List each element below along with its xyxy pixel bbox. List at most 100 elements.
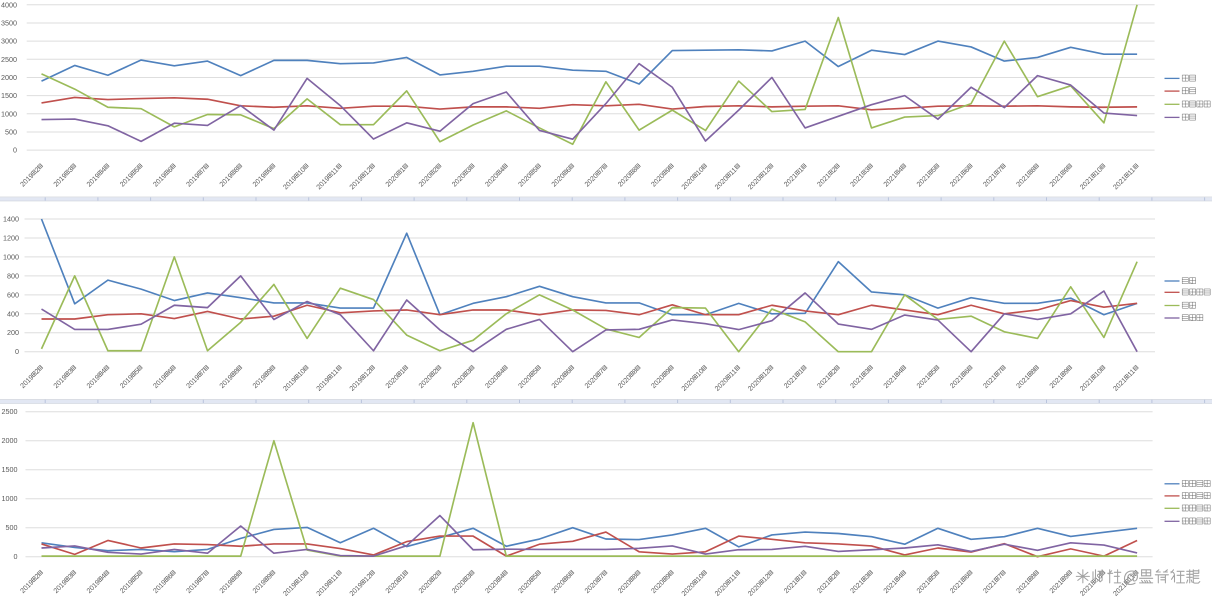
svg-text:7: 7	[598, 166, 606, 174]
svg-text:7: 7	[997, 166, 1005, 174]
svg-text:10: 10	[695, 166, 706, 177]
svg-text:6: 6	[167, 573, 175, 581]
svg-text:800: 800	[7, 271, 19, 280]
svg-text:2: 2	[831, 573, 839, 581]
svg-text:9: 9	[665, 368, 673, 376]
svg-text:10: 10	[1093, 166, 1104, 177]
svg-text:8: 8	[631, 166, 639, 174]
svg-text:5: 5	[930, 368, 938, 376]
svg-text:8: 8	[1030, 368, 1038, 376]
svg-text:3500: 3500	[1, 18, 17, 27]
svg-text:1: 1	[399, 573, 407, 581]
svg-text:8: 8	[1030, 573, 1038, 581]
svg-text:9: 9	[1063, 166, 1071, 174]
svg-text:5: 5	[133, 573, 141, 581]
svg-text:11: 11	[1127, 368, 1137, 378]
svg-text:1000: 1000	[1, 109, 17, 118]
svg-text:9: 9	[266, 368, 274, 376]
svg-text:10: 10	[1093, 573, 1104, 584]
svg-text:2: 2	[432, 166, 440, 174]
svg-text:3: 3	[864, 573, 872, 581]
svg-text:12: 12	[761, 166, 772, 177]
svg-text:0: 0	[15, 347, 19, 356]
svg-text:7: 7	[200, 573, 208, 581]
svg-text:4: 4	[100, 166, 108, 174]
svg-text:3: 3	[67, 573, 75, 581]
svg-text:3000: 3000	[1, 37, 17, 46]
svg-text:12: 12	[363, 573, 374, 584]
svg-text:12: 12	[761, 368, 772, 379]
svg-text:1000: 1000	[2, 494, 18, 503]
svg-text:8: 8	[233, 166, 241, 174]
svg-text:8: 8	[233, 368, 241, 376]
svg-text:11: 11	[1127, 573, 1137, 583]
svg-text:5: 5	[930, 166, 938, 174]
svg-text:8: 8	[1030, 166, 1038, 174]
svg-text:2: 2	[34, 368, 42, 376]
svg-text:7: 7	[598, 368, 606, 376]
svg-text:4: 4	[499, 573, 507, 581]
svg-text:1: 1	[797, 573, 805, 581]
svg-text:2: 2	[831, 368, 839, 376]
svg-text:9: 9	[1063, 573, 1071, 581]
svg-text:9: 9	[266, 166, 274, 174]
svg-text:6: 6	[963, 573, 971, 581]
svg-text:1: 1	[399, 166, 407, 174]
svg-text:11: 11	[330, 167, 340, 177]
svg-text:4: 4	[897, 166, 905, 174]
svg-text:4: 4	[100, 368, 108, 376]
svg-text:1400: 1400	[3, 215, 19, 224]
svg-text:1200: 1200	[3, 233, 19, 242]
svg-text:7: 7	[598, 573, 606, 581]
svg-text:4: 4	[897, 368, 905, 376]
svg-text:2: 2	[432, 573, 440, 581]
svg-text:5: 5	[532, 166, 540, 174]
svg-text:200: 200	[7, 328, 19, 337]
svg-text:7: 7	[997, 368, 1005, 376]
svg-text:10: 10	[1093, 368, 1104, 379]
svg-text:11: 11	[330, 573, 340, 583]
svg-text:9: 9	[266, 573, 274, 581]
svg-text:1000: 1000	[3, 252, 19, 261]
svg-text:1500: 1500	[1, 91, 17, 100]
svg-text:10: 10	[695, 573, 706, 584]
svg-text:600: 600	[7, 290, 19, 299]
svg-text:11: 11	[728, 167, 738, 177]
svg-text:6: 6	[167, 368, 175, 376]
svg-text:3: 3	[864, 368, 872, 376]
svg-text:10: 10	[695, 368, 706, 379]
svg-text:@: @	[1123, 568, 1140, 586]
svg-text:2500: 2500	[2, 407, 18, 416]
svg-text:6: 6	[963, 166, 971, 174]
svg-text:5: 5	[532, 368, 540, 376]
svg-text:5: 5	[930, 573, 938, 581]
svg-text:11: 11	[330, 368, 340, 378]
svg-text:9: 9	[665, 573, 673, 581]
svg-text:4: 4	[100, 573, 108, 581]
svg-text:12: 12	[363, 368, 374, 379]
svg-text:4: 4	[499, 368, 507, 376]
svg-text:12: 12	[761, 573, 772, 584]
svg-text:3: 3	[67, 166, 75, 174]
svg-text:2000: 2000	[2, 436, 18, 445]
svg-text:0: 0	[14, 552, 18, 561]
svg-text:12: 12	[363, 166, 374, 177]
svg-text:500: 500	[5, 127, 17, 136]
svg-text:8: 8	[631, 368, 639, 376]
svg-text:9: 9	[665, 166, 673, 174]
svg-text:5: 5	[133, 368, 141, 376]
svg-text:7: 7	[200, 368, 208, 376]
svg-text:3: 3	[67, 368, 75, 376]
svg-text:7: 7	[997, 573, 1005, 581]
svg-text:400: 400	[7, 309, 19, 318]
svg-text:2: 2	[432, 368, 440, 376]
svg-text:10: 10	[297, 573, 308, 584]
svg-text:2500: 2500	[1, 55, 17, 64]
svg-text:10: 10	[297, 166, 308, 177]
svg-text:7: 7	[200, 166, 208, 174]
svg-text:6: 6	[565, 573, 573, 581]
svg-text:2000: 2000	[1, 73, 17, 82]
svg-text:1: 1	[797, 166, 805, 174]
svg-text:3: 3	[864, 166, 872, 174]
svg-text:5: 5	[532, 573, 540, 581]
